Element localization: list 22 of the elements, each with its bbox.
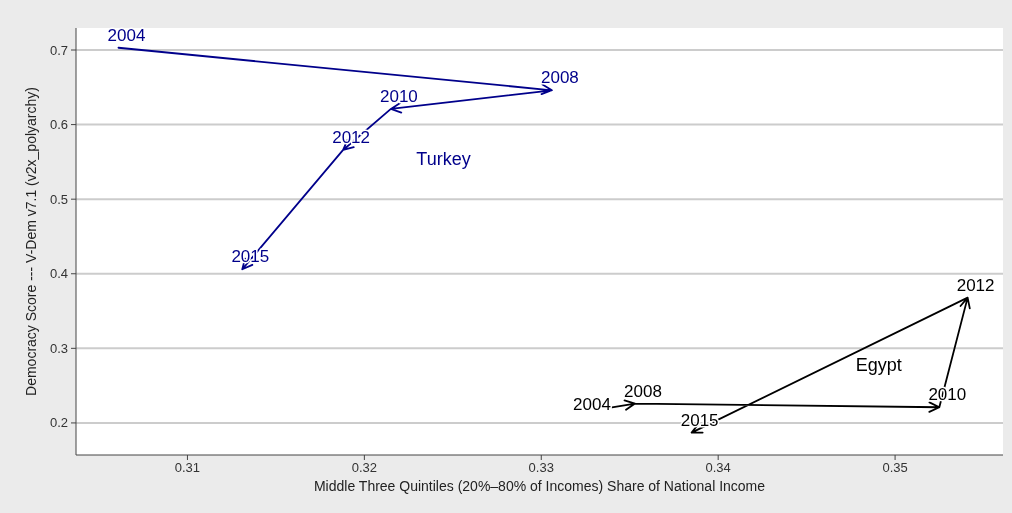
y-tick-label: 0.2 <box>49 415 68 431</box>
annotation: 2015 <box>680 410 719 430</box>
y-tick-label: 0.4 <box>49 266 68 282</box>
x-tick-label: 0.32 <box>351 460 378 475</box>
series-label: Egypt <box>855 355 902 376</box>
annotation: 2008 <box>624 381 662 401</box>
y-tick-label: 0.7 <box>49 42 68 58</box>
y-axis-title: Democracy Score --- V-Dem v7.1 (v2x_polyarchy) <box>23 87 39 396</box>
y-tick-label: 0.3 <box>49 340 68 356</box>
text: Turkey <box>416 148 471 169</box>
annotation: 2004 <box>573 395 611 415</box>
annotation: 2004 <box>107 25 146 45</box>
y-tick-label: 0.6 <box>49 117 68 133</box>
x-tick-label: 0.35 <box>882 460 908 475</box>
x-tick-label: 0.34 <box>705 460 731 475</box>
x-tick-label: 0.33 <box>528 460 554 475</box>
x-axis-title: Middle Three Quintiles (20%–80% of Incomes) Share of National Income <box>313 478 766 494</box>
annotation: 2010 <box>379 86 418 106</box>
x-tick-label: 0.31 <box>174 460 201 475</box>
annotation: 2012 <box>956 275 995 295</box>
y-tick-label: 0.5 <box>49 191 68 207</box>
annotation: 2008 <box>540 68 579 88</box>
